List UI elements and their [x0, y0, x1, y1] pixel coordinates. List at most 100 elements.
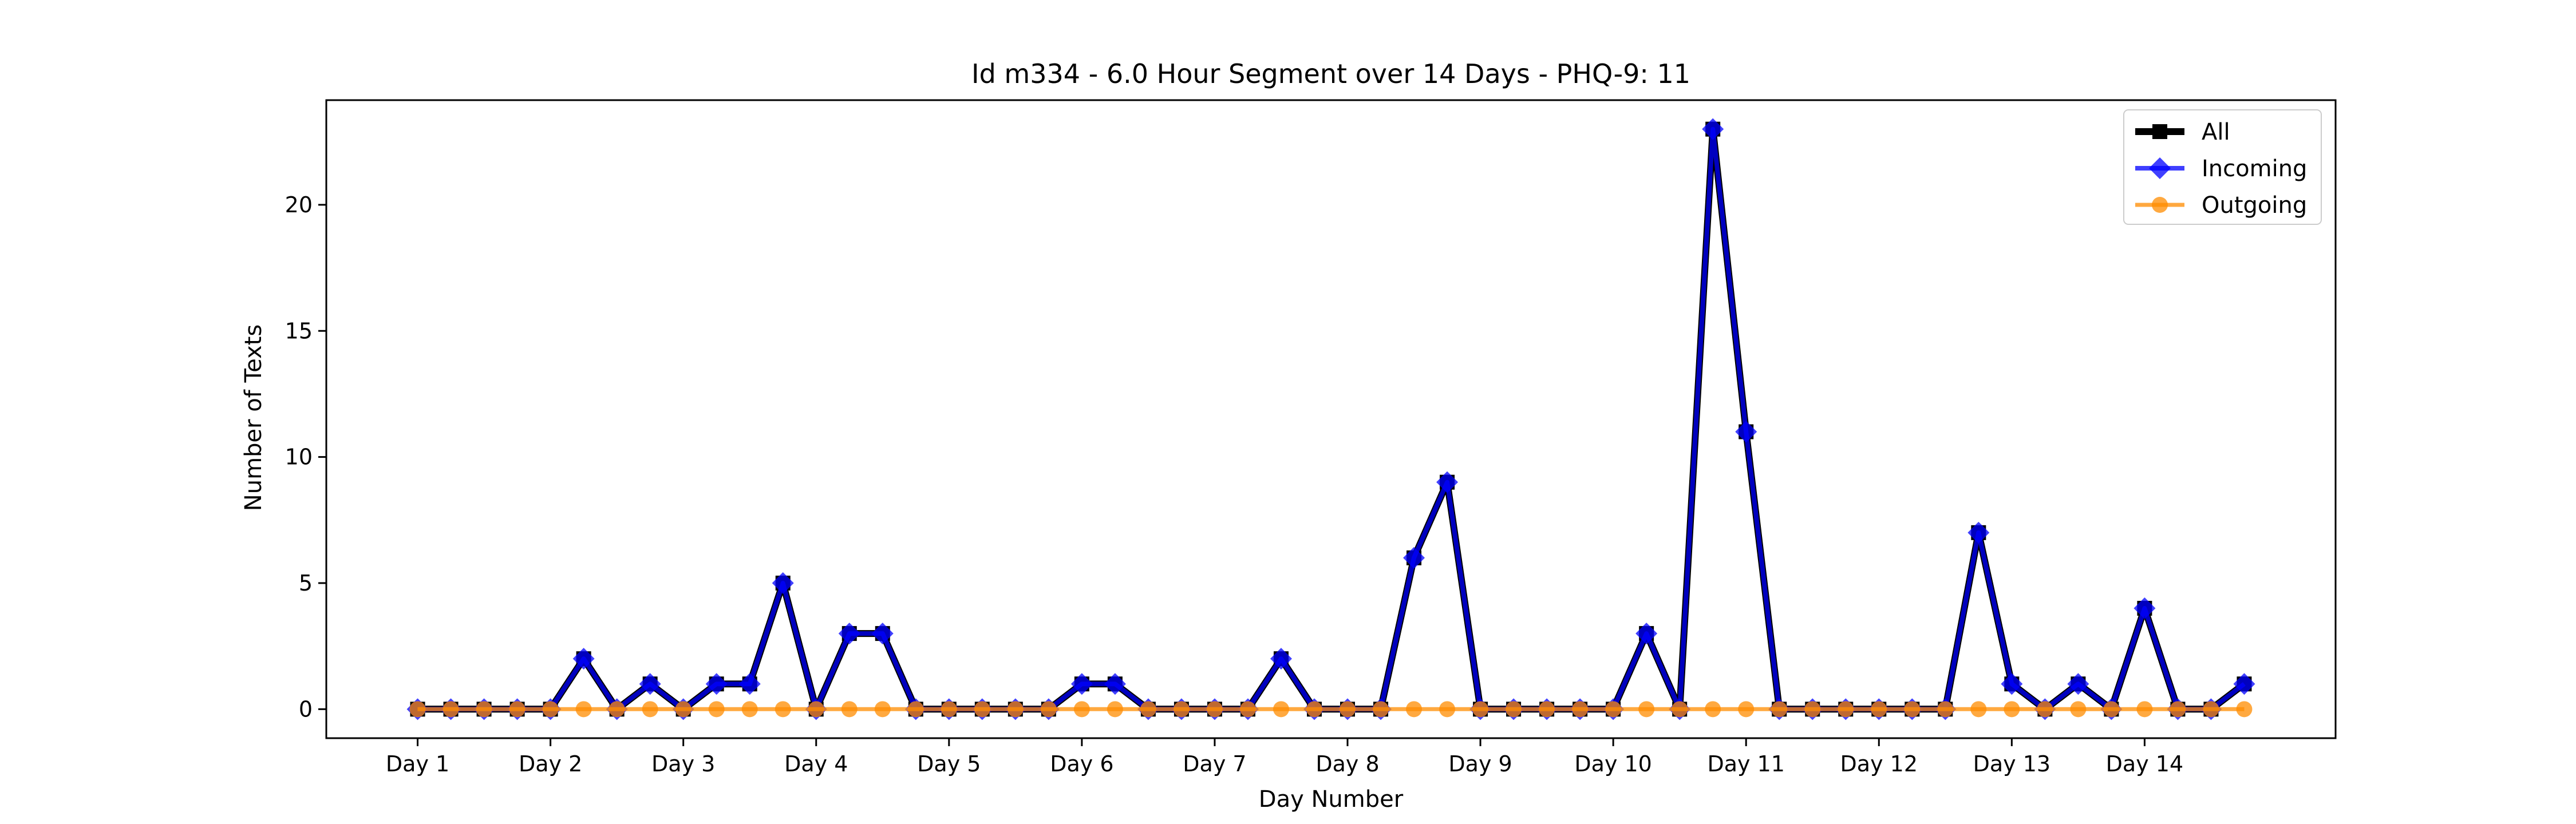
data-point-incoming [572, 648, 595, 670]
x-tick-label: Day 4 [784, 751, 848, 777]
data-point-outgoing [476, 701, 492, 718]
data-point-outgoing [874, 701, 891, 718]
data-point-incoming [2134, 597, 2156, 620]
data-point-outgoing [1306, 701, 1322, 718]
legend-marker-all [2152, 124, 2167, 139]
data-point-incoming [1070, 673, 1093, 695]
data-point-outgoing [1073, 701, 1090, 718]
x-tick-label: Day 11 [1707, 751, 1784, 777]
data-point-outgoing [2203, 701, 2219, 718]
plot-area [406, 118, 2255, 720]
data-point-outgoing [542, 701, 559, 718]
data-point-outgoing [2070, 701, 2087, 718]
data-point-outgoing [1340, 701, 1356, 718]
series-line-all [417, 125, 2247, 713]
x-axis-label: Day Number [1259, 786, 1404, 813]
data-point-outgoing [1373, 701, 1389, 718]
plot-frame [325, 99, 2337, 739]
x-tick-label: Day 14 [2106, 751, 2183, 777]
x-tick-label: Day 13 [1973, 751, 2050, 777]
data-point-outgoing [1273, 701, 1289, 718]
data-point-outgoing [1007, 701, 1024, 718]
data-point-incoming [1270, 648, 1292, 670]
data-point-outgoing [1838, 701, 1854, 718]
series-incoming [406, 118, 2255, 720]
data-point-outgoing [1539, 701, 1555, 718]
data-point-outgoing [2004, 701, 2020, 718]
data-point-outgoing [741, 701, 758, 718]
data-point-outgoing [1472, 701, 1489, 718]
legend-marker-outgoing [2152, 197, 2168, 213]
y-tick-label: 15 [285, 318, 313, 343]
y-axis: 0 5 10 15 20 [285, 192, 326, 722]
series-outgoing [409, 701, 2253, 718]
data-point-outgoing [409, 701, 426, 718]
data-point-outgoing [1804, 701, 1821, 718]
y-tick-label: 5 [299, 571, 313, 596]
x-tick-label: Day 1 [386, 751, 449, 777]
data-point-outgoing [841, 701, 858, 718]
data-point-outgoing [675, 701, 692, 718]
data-point-outgoing [2037, 701, 2053, 718]
x-tick-label: Day 6 [1050, 751, 1113, 777]
x-tick-label: Day 8 [1315, 751, 1379, 777]
x-tick-label: Day 10 [1574, 751, 1652, 777]
y-tick-label: 20 [285, 192, 313, 217]
data-point-outgoing [1738, 701, 1755, 718]
data-point-outgoing [1572, 701, 1589, 718]
data-point-outgoing [2170, 701, 2186, 718]
data-point-incoming [2001, 673, 2023, 695]
legend-marker-incoming [2149, 157, 2171, 179]
data-point-incoming [1403, 546, 1425, 569]
data-point-outgoing [509, 701, 526, 718]
data-point-outgoing [808, 701, 824, 718]
data-point-outgoing [1705, 701, 1721, 718]
data-point-outgoing [642, 701, 658, 718]
x-axis: Day 1 Day 2 Day 3 Day 4 Day 5 Day 6 Day 7 Day 8… [386, 738, 2183, 777]
data-point-outgoing [1239, 701, 1256, 718]
data-point-incoming [1702, 118, 1724, 140]
data-point-outgoing [974, 701, 990, 718]
legend: All Incoming Outgoing [2123, 109, 2322, 225]
data-point-outgoing [1506, 701, 1522, 718]
data-point-outgoing [941, 701, 957, 718]
data-point-outgoing [775, 701, 791, 718]
data-point-outgoing [1970, 701, 1987, 718]
data-point-outgoing [907, 701, 924, 718]
legend-label-all: All [2202, 119, 2230, 145]
data-point-incoming [772, 572, 794, 594]
data-point-incoming [1436, 471, 1459, 493]
data-point-incoming [1635, 623, 1658, 645]
y-tick-label: 0 [299, 696, 313, 722]
y-tick-label: 10 [285, 445, 313, 470]
data-point-outgoing [1638, 701, 1655, 718]
legend-label-outgoing: Outgoing [2202, 192, 2307, 219]
legend-box [2123, 109, 2322, 225]
data-point-incoming [1735, 421, 1757, 443]
data-point-incoming [2233, 673, 2255, 695]
data-point-incoming [871, 623, 894, 645]
data-point-incoming [738, 673, 761, 695]
x-tick-label: Day 3 [651, 751, 715, 777]
data-point-outgoing [442, 701, 459, 718]
data-point-outgoing [1605, 701, 1622, 718]
data-point-incoming [1104, 673, 1126, 695]
data-point-outgoing [1771, 701, 1788, 718]
data-point-incoming [639, 673, 661, 695]
y-axis-label: Number of Texts [240, 324, 267, 511]
data-point-outgoing [575, 701, 592, 718]
data-point-outgoing [708, 701, 725, 718]
data-point-outgoing [1871, 701, 1887, 718]
data-point-outgoing [609, 701, 625, 718]
data-point-incoming [838, 623, 860, 645]
data-point-outgoing [1140, 701, 1156, 718]
data-point-outgoing [1040, 701, 1057, 718]
series-line-incoming [417, 126, 2246, 712]
data-point-outgoing [2103, 701, 2120, 718]
data-point-outgoing [1406, 701, 1423, 718]
series-all [410, 121, 2252, 717]
chart-title: Id m334 - 6.0 Hour Segment over 14 Days … [971, 58, 1690, 89]
data-point-incoming [705, 673, 728, 695]
legend-label-incoming: Incoming [2202, 156, 2307, 182]
data-point-outgoing [1937, 701, 1954, 718]
